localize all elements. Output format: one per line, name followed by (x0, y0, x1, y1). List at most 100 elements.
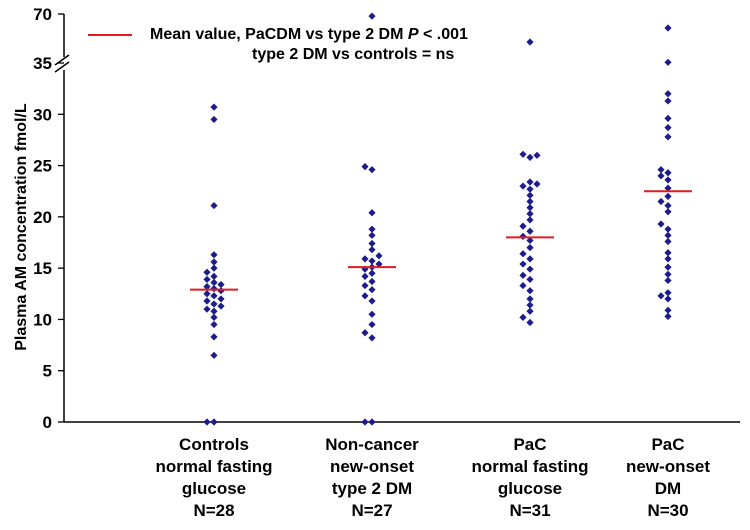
data-point (203, 290, 211, 298)
category-label-line: PaC (513, 435, 547, 454)
legend-p-symbol: P (407, 26, 419, 43)
data-point (361, 281, 369, 290)
data-point (519, 313, 527, 321)
data-point (210, 307, 218, 315)
data-point (210, 272, 218, 280)
data-point (664, 225, 672, 233)
data-point (664, 289, 672, 297)
data-point (664, 237, 672, 246)
data-point (203, 275, 211, 284)
data-point (368, 310, 376, 318)
data-point (664, 90, 672, 98)
category-label-line: new-onset (329, 457, 415, 476)
category-label-line: Non-cancer (325, 435, 419, 454)
data-points (203, 12, 672, 426)
data-point (217, 302, 225, 310)
category-n-label: N=31 (509, 501, 551, 520)
data-point (368, 12, 376, 20)
y-tick-label: 0 (43, 413, 52, 432)
category-label-pac-dm: PaC new-onset DM N=30 (593, 434, 743, 522)
y-tick-label: 20 (33, 208, 52, 227)
data-point (210, 292, 218, 300)
data-point (361, 162, 369, 171)
y-tick-label: 35 (33, 54, 52, 73)
data-point (361, 255, 369, 263)
axis-break-mark (54, 54, 70, 66)
data-point (664, 169, 672, 177)
axis-break-mark (54, 61, 70, 73)
data-point (526, 275, 534, 284)
data-point (203, 418, 211, 426)
data-point (519, 250, 527, 258)
data-point (664, 133, 672, 141)
y-tick-label: 25 (33, 157, 52, 176)
y-tick-label: 10 (33, 310, 52, 329)
data-point (519, 260, 527, 268)
data-point (657, 166, 665, 174)
legend-p-value: < .001 (423, 26, 468, 43)
data-point (203, 297, 211, 305)
y-tick-label: 70 (33, 5, 52, 24)
data-point (664, 295, 672, 303)
category-label-line: glucose (497, 479, 563, 498)
data-point (657, 220, 665, 228)
data-point (526, 178, 534, 186)
data-point (664, 255, 672, 263)
data-point (664, 231, 672, 239)
data-point (210, 320, 218, 329)
data-point (519, 281, 527, 290)
data-point (368, 286, 376, 294)
data-point (210, 333, 218, 341)
data-point (664, 276, 672, 285)
data-point (526, 295, 534, 303)
data-point (664, 184, 672, 192)
category-label-controls: Controls normal fasting glucose N=28 (139, 434, 289, 522)
data-point (526, 38, 534, 46)
y-axis-ticks: 0 5 10 15 20 25 30 35 70 (33, 5, 64, 432)
data-point (664, 270, 672, 278)
legend-mean-label: Mean value, PaCDM vs type 2 DM (150, 26, 404, 43)
data-point (210, 103, 218, 111)
data-point (533, 151, 541, 159)
data-point (210, 313, 218, 321)
data-point (519, 271, 527, 279)
data-point (368, 277, 376, 286)
data-point (664, 201, 672, 210)
legend-line-2: type 2 DM vs controls = ns (252, 46, 455, 63)
category-label-line: Controls (179, 435, 249, 454)
data-point (210, 300, 218, 308)
data-point (375, 260, 383, 268)
y-tick-label: 5 (43, 362, 52, 381)
y-tick-label: 30 (33, 105, 52, 124)
data-point (203, 305, 211, 313)
data-point (657, 292, 665, 300)
data-point (664, 58, 672, 66)
data-point (526, 255, 534, 263)
category-n-label: N=28 (193, 501, 235, 520)
chart-axes (54, 14, 740, 423)
category-label-line: type 2 DM (331, 479, 413, 498)
data-point (526, 210, 534, 218)
category-n-label: N=30 (647, 501, 689, 520)
data-point (519, 182, 527, 190)
data-point (526, 197, 534, 206)
data-point (526, 236, 534, 245)
data-point (210, 351, 218, 359)
data-point (526, 301, 534, 309)
category-label-pac-normal: PaC normal fasting glucose N=31 (455, 434, 605, 522)
data-point (664, 192, 672, 200)
category-label-line: PaC (651, 435, 685, 454)
data-point (664, 97, 672, 105)
data-point (368, 209, 376, 217)
data-point (368, 239, 376, 248)
category-label-line: DM (654, 479, 682, 498)
data-point (210, 418, 218, 426)
data-point (526, 318, 534, 327)
data-point (368, 257, 376, 265)
data-point (368, 225, 376, 233)
data-point (368, 334, 376, 342)
data-point (526, 153, 534, 161)
data-point (210, 264, 218, 272)
data-point (210, 251, 218, 259)
